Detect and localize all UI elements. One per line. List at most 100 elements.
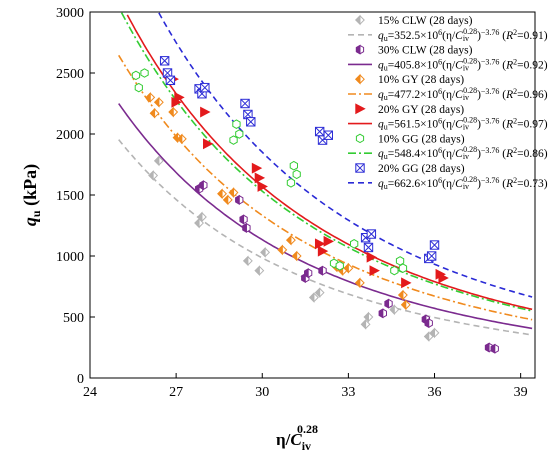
- data-point-s4-11: [350, 239, 359, 249]
- y-axis-label: qu (kPa): [20, 164, 43, 226]
- data-point-s1-7: [318, 265, 327, 276]
- data-point-s0-10: [363, 311, 374, 323]
- legend-series-name-4: 10% GG (28 days): [378, 133, 465, 145]
- data-point-s2-17: [400, 299, 411, 311]
- data-point-s4-10: [335, 261, 344, 271]
- data-point-s0-6: [260, 246, 271, 258]
- data-point-s2-11: [291, 250, 302, 262]
- y-axis-label-unit: (kPa): [20, 164, 41, 211]
- y-tick-label: 3000: [56, 6, 84, 21]
- legend-fit-eq-2: qu=477.2×106(η/Civ0.28)−3.76 (R2=0.96): [378, 86, 548, 102]
- data-point-s0-3: [197, 211, 207, 223]
- legend-fit-eq-5: qu=662.6×106(η/Civ0.28)−3.76 (R2=0.73): [378, 175, 548, 191]
- data-point-s2-6: [217, 188, 227, 200]
- data-point-s2-15: [354, 277, 365, 289]
- y-tick-label: 1000: [56, 250, 84, 265]
- data-point-s4-14: [398, 263, 408, 273]
- data-point-s0-5: [254, 265, 265, 277]
- x-tick-label: 24: [83, 385, 97, 400]
- data-point-s1-3: [239, 214, 248, 225]
- fit-curve-5: [158, 12, 533, 298]
- data-point-s5-16: [426, 251, 437, 261]
- x-tick-label: 36: [428, 385, 442, 400]
- data-point-s0-13: [429, 327, 440, 339]
- data-point-s5-1: [162, 68, 173, 78]
- data-points: [131, 56, 499, 354]
- data-point-s0-8: [314, 287, 325, 299]
- data-point-s4-5: [229, 135, 238, 145]
- legend-series-name-3: 20% GY (28 days): [378, 104, 464, 116]
- legend-marker-3: [355, 103, 366, 115]
- data-point-s2-8: [228, 187, 239, 198]
- data-point-s2-16: [398, 289, 408, 301]
- data-point-s3-2: [174, 91, 185, 103]
- fit-curve-2: [118, 54, 533, 321]
- x-axis-label: η/Civ 0.28: [276, 422, 318, 453]
- data-point-s5-5: [200, 82, 210, 93]
- data-point-s3-8: [314, 238, 326, 250]
- data-point-s5-0: [159, 56, 170, 66]
- data-point-s3-3: [200, 106, 211, 118]
- data-point-s0-12: [423, 331, 434, 342]
- y-tick-label: 0: [77, 372, 84, 387]
- data-point-s3-6: [254, 172, 266, 184]
- x-axis-label-sub: iv: [302, 439, 311, 453]
- data-point-s3-9: [317, 245, 329, 257]
- legend-fit-eq-0: qu=352.5×106(η/Civ0.28)−3.76 (R2=0.91): [378, 27, 548, 43]
- data-point-s0-4: [242, 255, 253, 267]
- data-point-s3-10: [323, 235, 334, 247]
- data-point-s4-2: [140, 68, 149, 78]
- data-point-s5-9: [314, 126, 325, 137]
- legend-fit-eq-4: qu=548.4×106(η/Civ0.28)−3.76 (R2=0.86): [378, 145, 548, 161]
- legend-fit-eq-1: qu=405.8×106(η/Civ0.28)−3.76 (R2=0.92): [378, 56, 548, 72]
- legend-series-name-2: 10% GY (28 days): [378, 74, 464, 86]
- fit-curve-3: [126, 14, 533, 311]
- x-tick-label: 33: [341, 385, 355, 400]
- y-tick-label: 500: [63, 311, 84, 326]
- data-point-s3-7: [257, 181, 268, 192]
- x-tick-label: 27: [169, 385, 183, 400]
- data-point-s4-3: [232, 119, 241, 129]
- data-point-s4-4: [235, 129, 244, 139]
- data-point-s1-4: [242, 222, 251, 234]
- data-point-s5-17: [429, 240, 440, 250]
- data-point-s2-1: [149, 107, 160, 119]
- data-point-s5-13: [366, 229, 377, 239]
- x-tick-label: 39: [514, 385, 528, 400]
- data-point-s1-2: [235, 194, 244, 205]
- data-point-s1-1: [199, 180, 208, 191]
- y-tick-label: 2500: [56, 67, 84, 82]
- x-tick-label: 30: [255, 385, 269, 400]
- legend-marker-5: [355, 163, 365, 173]
- x-axis-label-var: C: [290, 430, 302, 449]
- x-axis-ticks: 24 27 30 33 36 39: [83, 373, 528, 400]
- data-point-s4-8: [286, 178, 296, 188]
- data-point-s0-0: [148, 170, 159, 181]
- legend-fit-eq-3: qu=561.5×106(η/Civ0.28)−3.76 (R2=0.97): [378, 116, 548, 132]
- legend-series-name-1: 30% CLW (28 days): [378, 45, 473, 57]
- data-point-s2-10: [286, 234, 296, 246]
- legend: 15% CLW (28 days)qu=352.5×106(η/Civ0.28)…: [348, 14, 548, 191]
- data-point-s4-7: [292, 169, 301, 180]
- data-point-s4-0: [131, 70, 141, 81]
- data-point-s5-6: [240, 98, 250, 109]
- x-axis-label-main: η/: [276, 430, 291, 449]
- data-point-s5-8: [246, 117, 256, 127]
- data-point-s4-1: [134, 82, 143, 93]
- data-point-s2-4: [172, 132, 183, 144]
- data-point-s5-14: [363, 242, 374, 253]
- data-point-s0-7: [309, 292, 319, 303]
- data-point-s1-8: [378, 308, 387, 319]
- data-point-s2-2: [153, 96, 164, 108]
- data-point-s0-11: [389, 304, 400, 316]
- legend-marker-2: [355, 73, 365, 85]
- y-tick-label: 2000: [56, 128, 84, 143]
- fit-curve-4: [120, 12, 533, 312]
- x-axis-label-sup: 0.28: [297, 422, 318, 436]
- data-point-s1-6: [304, 268, 313, 279]
- data-point-s2-5: [176, 133, 187, 145]
- data-point-s2-7: [222, 194, 233, 206]
- data-point-s4-12: [390, 265, 399, 276]
- legend-series-name-0: 15% CLW (28 days): [378, 15, 473, 27]
